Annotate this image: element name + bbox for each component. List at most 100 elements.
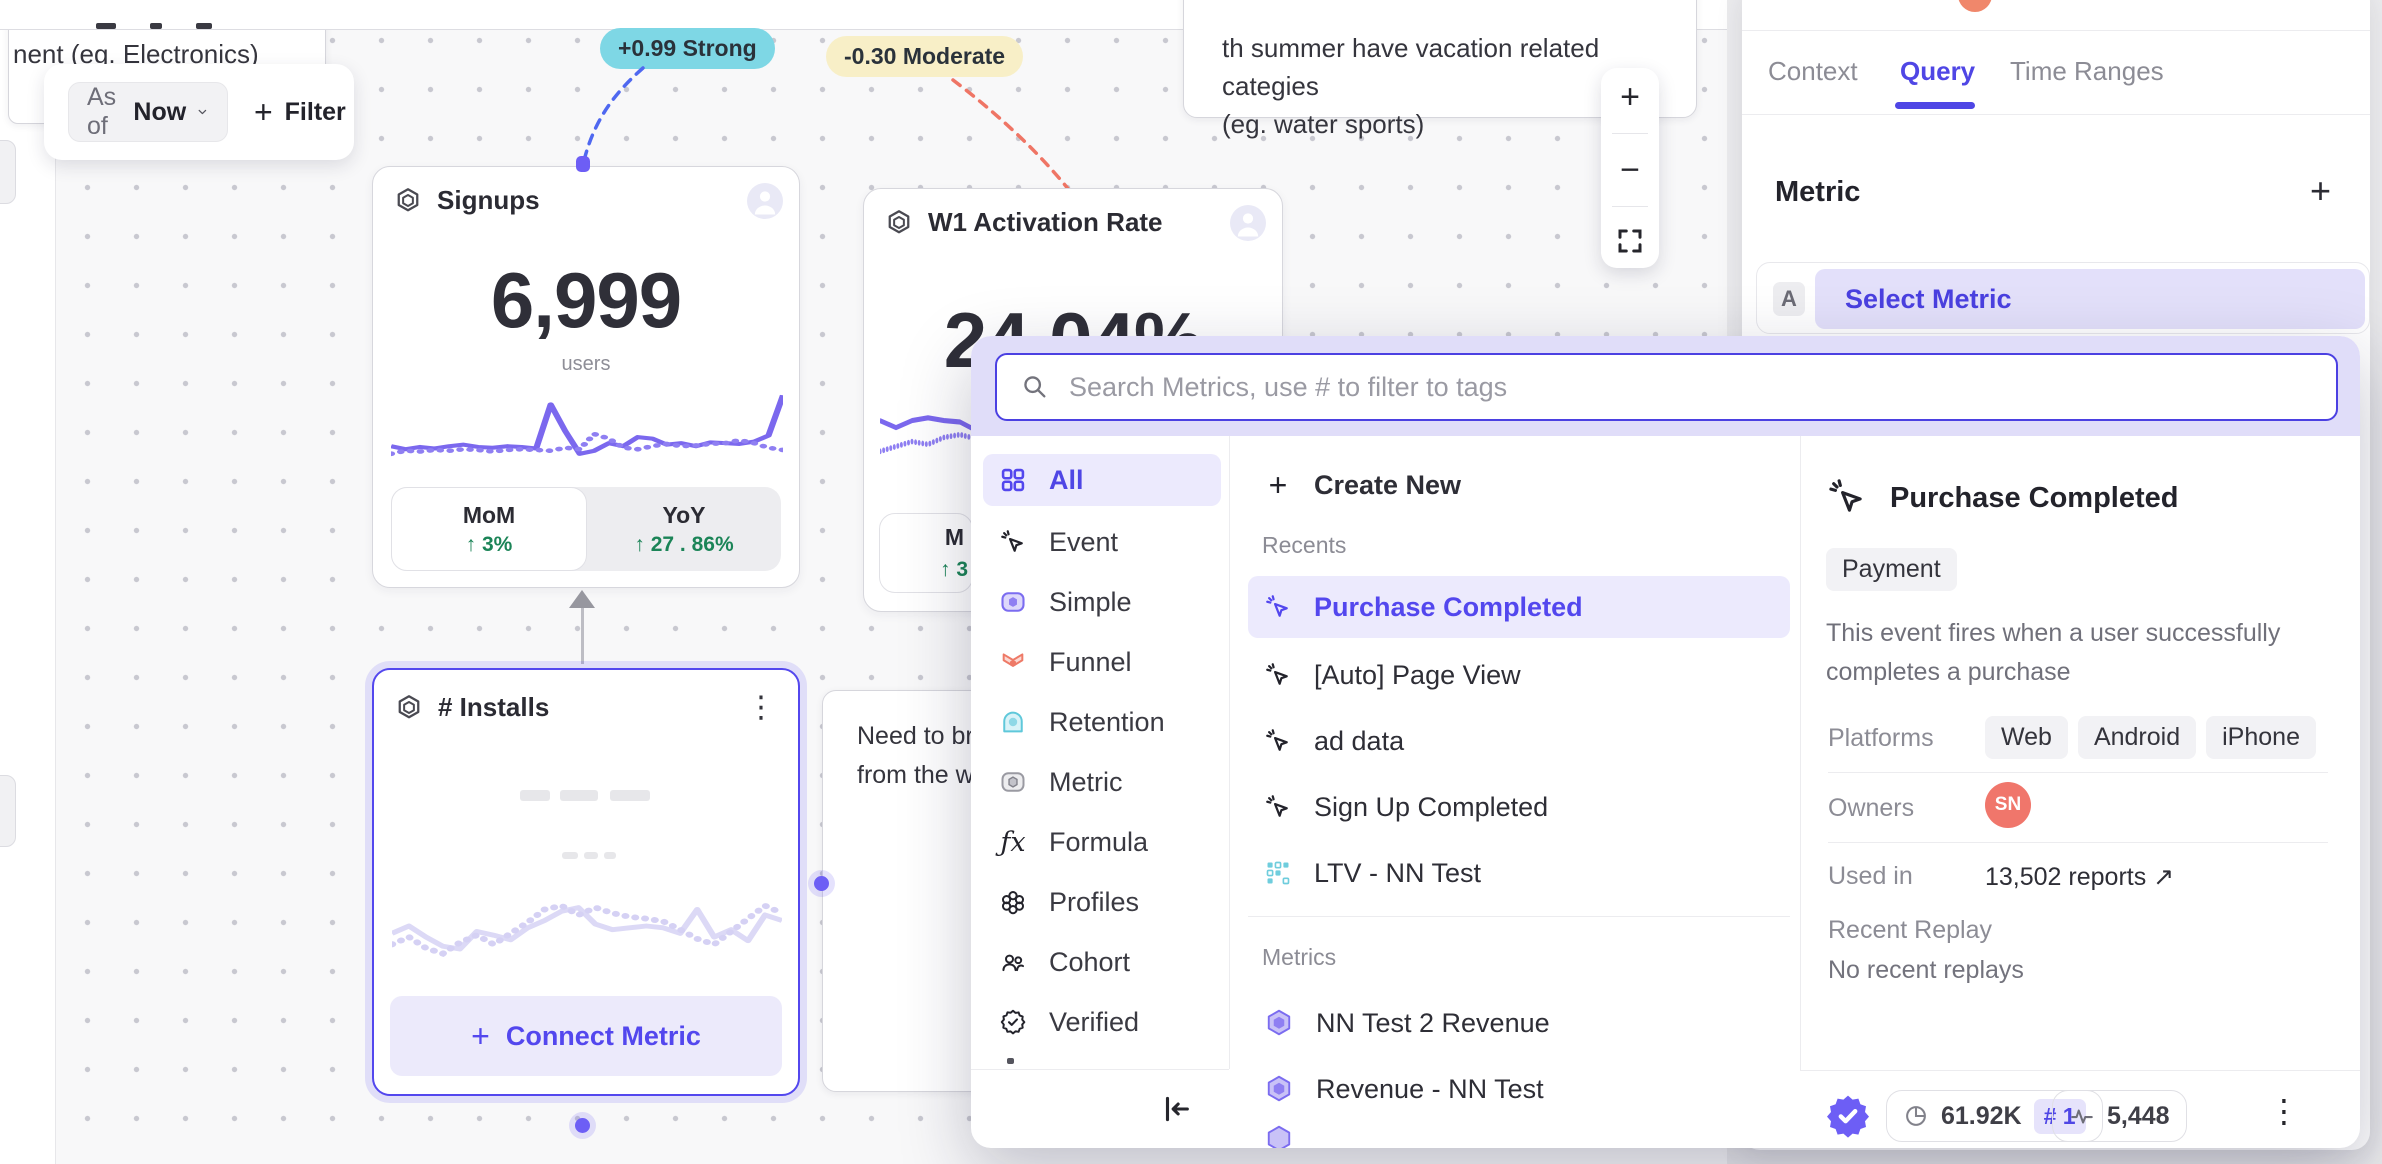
toggle-mom-partial[interactable]: M ↑ 3 [879,513,973,593]
sticky-note-text-line1: th summer have vacation related categies [1222,33,1600,101]
divider [1828,842,2328,843]
metric-slot[interactable]: A Select Metric [1756,262,2370,334]
metric-item-nn-test-2-revenue[interactable]: NN Test 2 Revenue [1248,992,1790,1054]
user-avatar[interactable] [1958,0,1992,12]
as-of-dropdown[interactable]: As of Now [68,82,228,142]
detail-description: This event fires when a user successfull… [1826,619,2281,686]
search-header: Search Metrics, use # to filter to tags [971,336,2360,436]
platform-web[interactable]: Web [1985,716,2068,759]
platforms-label: Platforms [1828,724,1934,752]
connector-anchor[interactable] [576,156,590,172]
event-spark-icon [1266,729,1288,751]
recent-item-ltv-nn-test[interactable]: LTV - NN Test [1248,842,1790,904]
rail-handle-fragment[interactable] [0,140,16,204]
select-metric-field[interactable]: Select Metric [1815,269,2365,329]
category-event[interactable]: Event [983,516,1221,568]
category-simple[interactable]: Simple [983,576,1221,628]
metric-hexagon-icon [888,209,910,233]
correlation-badge-strong[interactable]: +0.99 Strong [600,28,775,69]
zoom-out-button[interactable]: − [1620,151,1640,189]
tab-time-ranges[interactable]: Time Ranges [2010,56,2164,86]
metric-detail-panel: Purchase Completed Payment This event fi… [1800,436,2360,1148]
detail-title: Purchase Completed [1890,482,2179,514]
fit-to-screen-icon[interactable] [1615,226,1645,256]
divider [1612,133,1648,134]
category-cohort[interactable]: Cohort [983,936,1221,988]
recent-item-ad-data[interactable]: ad data [1248,710,1790,772]
platform-android[interactable]: Android [2077,716,2197,759]
platform-iphone[interactable]: iPhone [2206,716,2316,759]
connector-anchor[interactable] [575,1118,590,1133]
active-tab-indicator [1895,102,1975,109]
clipped-text-fragment [96,23,116,29]
skeleton-bar [604,852,616,859]
toggle-delta: ↑ 3% [465,532,513,556]
category-retention[interactable]: Retention [983,696,1221,748]
search-icon [1024,376,1046,398]
events-count-pill[interactable]: 5,448 [2052,1090,2187,1142]
clipped-text-fragment [196,23,212,29]
recent-replay-header: Recent Replay [1828,916,1992,944]
add-filter-button[interactable]: + Filter [253,93,346,130]
skeleton-bar [520,790,550,801]
recent-item-auto-page-view[interactable]: [Auto] Page View [1248,644,1790,706]
sticky-note-summer[interactable]: th summer have vacation related categies… [1183,0,1697,139]
kebab-menu-icon[interactable]: ⋮ [2268,1093,2300,1129]
chevron-down-icon [198,109,207,115]
category-funnel[interactable]: Funnel [983,636,1221,688]
metric-item-revenue-nn-test[interactable]: Revenue - NN Test [1248,1058,1790,1120]
used-in-link[interactable]: 13,502 reports ↗ [1985,863,2175,891]
divider [1229,436,1230,1069]
divider [1828,772,2328,773]
cohort-people-icon [1002,954,1025,972]
add-metric-button[interactable]: + [2310,170,2332,211]
category-all[interactable]: All [983,454,1221,506]
skeleton-bar [560,790,598,801]
recent-item-sign-up-completed[interactable]: Sign Up Completed [1248,776,1790,838]
metric-search-input[interactable]: Search Metrics, use # to filter to tags [995,353,2338,421]
tab-query[interactable]: Query [1900,56,1976,86]
tag-chip: Payment [1826,548,1957,591]
correlation-badge-moderate[interactable]: -0.30 Moderate [826,36,1024,77]
clipped-metric-icon [1267,1125,1291,1148]
zoom-in-button[interactable]: + [1620,78,1640,116]
metric-hexagon-icon [397,187,419,211]
recent-item-purchase-completed[interactable]: Purchase Completed [1248,576,1790,638]
connect-metric-button[interactable]: + Connect Metric [390,996,782,1076]
rail-handle-fragment[interactable] [0,775,16,847]
metric-hexagon-purple-icon [1267,1009,1291,1036]
owner-avatar[interactable]: SN [1985,782,2031,828]
category-metric[interactable]: Metric [983,756,1221,808]
ltv-grid-icon [1266,861,1290,885]
simple-metric-icon [1001,592,1025,612]
toggle-yoy[interactable]: YoY ↑ 27 . 86% [587,487,781,571]
collapse-panel-icon[interactable] [1159,1092,1193,1126]
divider [1742,114,2370,115]
card-installs[interactable]: # Installs ⋮ + Connect Metric [372,668,800,1096]
card-signups[interactable]: Signups 6,999 users MoM ↑ 3% YoY ↑ 27 . … [372,166,800,588]
toggle-mom[interactable]: MoM ↑ 3% [391,487,587,571]
toggle-label: M [944,524,964,550]
tab-context[interactable]: Context [1768,56,1858,86]
used-in-label: Used in [1828,862,1913,890]
category-formula[interactable]: ƒx Formula [1000,826,1149,858]
event-spark-icon [1829,479,1862,512]
skeleton-bar [584,852,598,859]
kebab-menu-icon[interactable]: ⋮ [746,691,776,724]
category-verified[interactable]: Verified [983,996,1221,1048]
placeholder-chart [392,902,782,957]
create-new-button[interactable]: + Create New [1248,454,1790,516]
skeleton-bar [610,790,650,801]
metric-hexagon-purple-icon [1267,1075,1291,1102]
as-of-label: As of [87,83,117,140]
verified-badge-icon[interactable] [1824,1092,1872,1140]
sample-count-pill[interactable]: 61.92K # 1 [1886,1090,2103,1142]
category-profiles[interactable]: Profiles [983,876,1221,928]
platform-chips: Web Android iPhone [1985,716,2316,759]
tag-payment[interactable]: Payment [1826,548,1957,591]
connector-anchor[interactable] [814,876,829,891]
metric-gray-icon [1001,772,1025,792]
card-title: # Installs [438,692,550,722]
connector-line [581,608,584,664]
retention-icon [1003,711,1023,733]
